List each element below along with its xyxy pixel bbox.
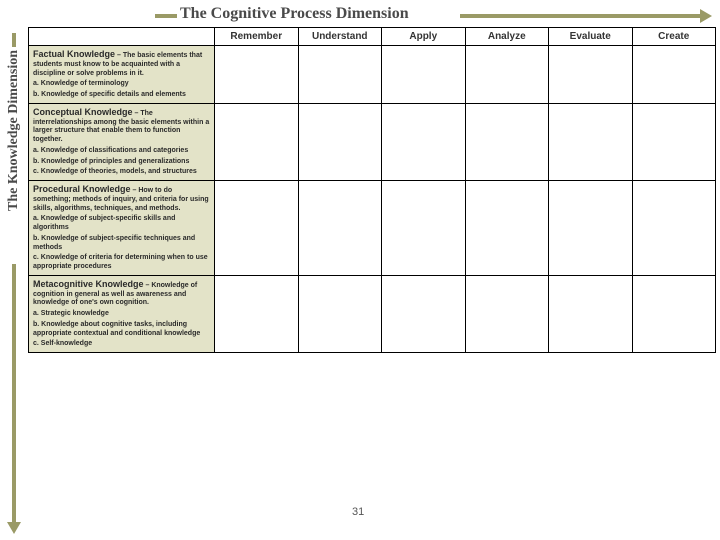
col-remember: Remember	[215, 28, 299, 46]
cell	[215, 103, 299, 180]
rowhead-procedural: Procedural Knowledge – How to do somethi…	[29, 181, 215, 276]
row-sub-a: a. Strategic knowledge	[33, 310, 210, 319]
top-arrow-segment-right	[460, 14, 700, 18]
cell	[465, 46, 549, 104]
cell	[549, 103, 633, 180]
cell	[549, 275, 633, 352]
cell	[382, 46, 466, 104]
rowhead-metacognitive: Metacognitive Knowledge – Knowledge of c…	[29, 275, 215, 352]
col-understand: Understand	[298, 28, 382, 46]
row-sub-c: c. Knowledge of criteria for determining…	[33, 254, 210, 272]
row-sub-a: a. Knowledge of classifications and cate…	[33, 147, 210, 156]
cell	[382, 275, 466, 352]
horizontal-axis-title: The Cognitive Process Dimension	[180, 5, 409, 23]
cell	[298, 275, 382, 352]
taxonomy-table: Remember Understand Apply Analyze Evalua…	[28, 27, 716, 353]
rowhead-factual: Factual Knowledge – The basic elements t…	[29, 46, 215, 104]
row-sub-b: b. Knowledge of subject-specific techniq…	[33, 235, 210, 253]
row-sub-a: a. Knowledge of terminology	[33, 80, 210, 89]
cell	[298, 46, 382, 104]
row-sub-a: a. Knowledge of subject-specific skills …	[33, 215, 210, 233]
header-row: Remember Understand Apply Analyze Evalua…	[29, 28, 716, 46]
row-title: Factual Knowledge	[33, 49, 115, 59]
left-arrow-segment-bottom	[12, 264, 16, 522]
cell	[549, 181, 633, 276]
cell	[382, 181, 466, 276]
row-sub-b: b. Knowledge of principles and generaliz…	[33, 158, 210, 167]
cell	[632, 181, 716, 276]
cell	[465, 103, 549, 180]
cell	[465, 181, 549, 276]
cell	[382, 103, 466, 180]
cell	[632, 103, 716, 180]
rowhead-conceptual: Conceptual Knowledge – The interrelation…	[29, 103, 215, 180]
cell	[298, 103, 382, 180]
cell	[632, 46, 716, 104]
left-arrow-segment-top	[12, 33, 16, 47]
cell	[632, 275, 716, 352]
row-factual: Factual Knowledge – The basic elements t…	[29, 46, 716, 104]
top-arrow-segment-left	[155, 14, 177, 18]
cell	[215, 275, 299, 352]
col-analyze: Analyze	[465, 28, 549, 46]
row-procedural: Procedural Knowledge – How to do somethi…	[29, 181, 716, 276]
cell	[549, 46, 633, 104]
row-title: Metacognitive Knowledge	[33, 279, 144, 289]
row-title: Procedural Knowledge	[33, 184, 131, 194]
left-arrow-head-icon	[7, 522, 21, 534]
row-dash: –	[115, 52, 123, 59]
cell	[465, 275, 549, 352]
col-create: Create	[632, 28, 716, 46]
cell	[298, 181, 382, 276]
top-arrow-head-icon	[700, 9, 712, 23]
row-sub-b: b. Knowledge of specific details and ele…	[33, 91, 210, 100]
page-number: 31	[352, 506, 364, 518]
row-title: Conceptual Knowledge	[33, 107, 133, 117]
row-sub-c: c. Self-knowledge	[33, 340, 210, 349]
row-metacognitive: Metacognitive Knowledge – Knowledge of c…	[29, 275, 716, 352]
vertical-axis-title: The Knowledge Dimension	[6, 50, 22, 211]
row-sub-b: b. Knowledge about cognitive tasks, incl…	[33, 321, 210, 339]
cell	[215, 46, 299, 104]
cell	[215, 181, 299, 276]
col-apply: Apply	[382, 28, 466, 46]
col-evaluate: Evaluate	[549, 28, 633, 46]
corner-cell	[29, 28, 215, 46]
row-conceptual: Conceptual Knowledge – The interrelation…	[29, 103, 716, 180]
row-sub-c: c. Knowledge of theories, models, and st…	[33, 168, 210, 177]
